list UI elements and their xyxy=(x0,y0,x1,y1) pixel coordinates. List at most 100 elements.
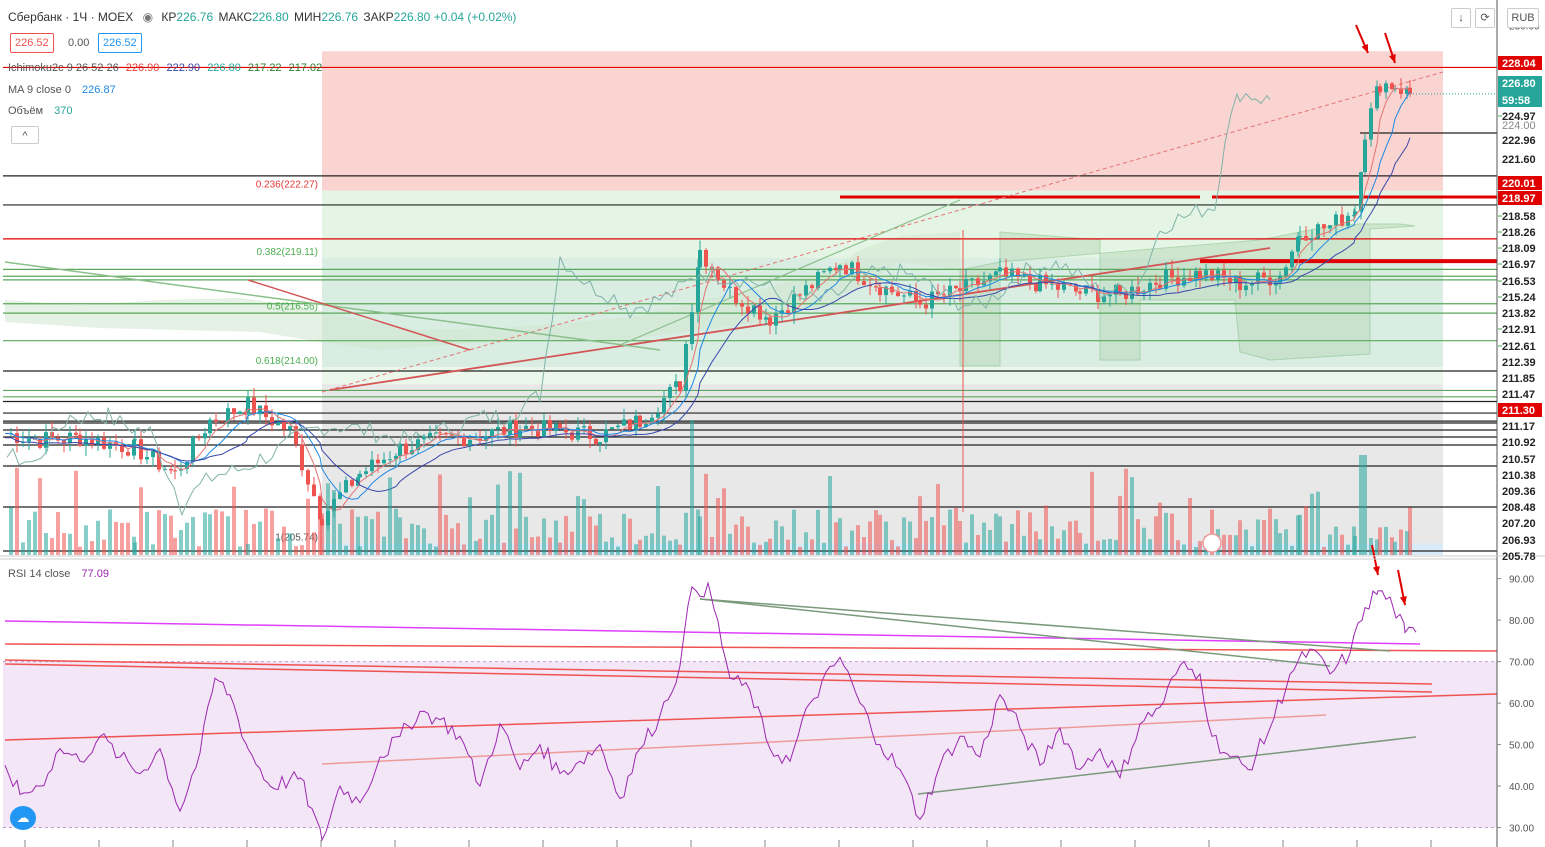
candle-body xyxy=(804,285,808,296)
candle-body xyxy=(816,271,820,289)
scroll-down-button[interactable]: ↓ xyxy=(1451,8,1471,28)
candle-body xyxy=(716,269,720,281)
candle-body xyxy=(232,408,236,414)
candle-body xyxy=(1062,284,1066,290)
candle-body xyxy=(338,492,342,499)
annotation-arrow-1-head xyxy=(1361,44,1368,53)
volume-bar xyxy=(662,535,666,555)
volume-bar xyxy=(698,516,702,555)
price-label-216.97: 216.97 xyxy=(1498,259,1536,271)
eye-icon[interactable]: ◉ xyxy=(142,10,154,24)
price-label-text: 206.93 xyxy=(1502,535,1536,547)
price-label-212.61: 212.61 xyxy=(1498,341,1536,353)
annotation-arrow-2 xyxy=(1384,32,1396,64)
symbol-title[interactable]: Сбербанк · 1Ч · MOEX xyxy=(8,10,134,24)
event-marker xyxy=(1202,533,1222,553)
volume-bar xyxy=(638,539,642,555)
candle-body xyxy=(364,471,368,474)
price-label-text: 218.26 xyxy=(1502,227,1536,239)
price-label-210.57: 210.57 xyxy=(1502,454,1536,466)
reset-chart-button[interactable]: ⟳ xyxy=(1475,8,1495,28)
candle-body xyxy=(376,459,380,464)
candle-body xyxy=(1164,269,1168,289)
buy-price-box[interactable]: 226.52 xyxy=(98,33,142,53)
price-label-218.97: 218.97 xyxy=(1498,191,1542,205)
candle-body xyxy=(312,484,316,497)
ma-legend[interactable]: MA 9 close 0 226.87 xyxy=(8,84,116,96)
volume-bar xyxy=(1188,498,1192,555)
candle-body xyxy=(203,433,207,439)
price-label-212.91: 212.91 xyxy=(1498,324,1536,336)
volume-bar xyxy=(862,537,866,555)
volume-legend[interactable]: Объём 370 xyxy=(8,105,72,117)
candle-body xyxy=(1399,88,1403,94)
candle-body xyxy=(1353,211,1357,216)
fib-trend-dashed xyxy=(321,71,1444,393)
volume-bar xyxy=(1084,543,1088,555)
price-label-text: 211.47 xyxy=(1502,389,1535,401)
candle-body xyxy=(668,386,672,399)
price-label-209.36: 209.36 xyxy=(1502,486,1536,498)
collapse-legend-button[interactable]: ^ xyxy=(11,126,39,144)
price-label-220.01: 220.01 xyxy=(1498,176,1542,190)
candle-body xyxy=(428,432,432,437)
candle-body xyxy=(258,405,262,415)
volume-bar xyxy=(1096,540,1100,555)
candle-body xyxy=(856,262,860,282)
candle-body xyxy=(1378,86,1382,93)
volume-bar xyxy=(674,539,678,555)
currency-button[interactable]: RUB xyxy=(1507,8,1539,28)
candle-body xyxy=(530,425,534,430)
volume-bar xyxy=(1274,519,1278,555)
price-label-text: 205.78 xyxy=(1502,551,1536,563)
volume-bar xyxy=(220,511,224,555)
volume-bar xyxy=(1114,539,1118,555)
candle-body xyxy=(1390,83,1394,90)
candle-body xyxy=(908,291,912,296)
candle-body xyxy=(884,286,888,296)
price-label-text: 210.38 xyxy=(1502,470,1536,482)
volume-bar xyxy=(370,519,374,555)
candle-body xyxy=(1384,83,1388,93)
rsi-tick-70.00: 70.00 xyxy=(1509,658,1534,669)
volume-bar xyxy=(179,529,183,555)
volume-bar xyxy=(62,532,66,555)
candle-body xyxy=(1256,272,1260,283)
volume-bar xyxy=(508,471,512,555)
volume-bar xyxy=(1022,535,1026,555)
candle-body xyxy=(1340,214,1344,226)
candle-body xyxy=(914,291,918,301)
rsi-legend[interactable]: RSI 14 close 77.09 xyxy=(8,568,109,580)
volume-bar xyxy=(850,530,854,555)
volume-bar xyxy=(722,488,726,555)
volume-bar xyxy=(462,544,466,555)
volume-bar xyxy=(728,533,732,555)
volume-bar xyxy=(816,509,820,555)
price-label-218.09: 218.09 xyxy=(1498,243,1536,255)
volume-bar xyxy=(564,515,568,555)
volume-bar xyxy=(300,545,304,555)
volume-bar xyxy=(1369,537,1373,555)
volume-bar xyxy=(56,512,60,555)
volume-bar xyxy=(326,483,330,555)
candle-body xyxy=(896,292,900,297)
ichimoku-legend[interactable]: Ichimoku2c 9 26 52 26 226.90 222.90 226.… xyxy=(8,62,322,74)
sell-price-box[interactable]: 226.52 xyxy=(10,33,54,53)
volume-bar xyxy=(878,514,882,555)
volume-bar xyxy=(908,521,912,555)
volume-bar xyxy=(884,521,888,555)
rsi-trend-red-2 xyxy=(4,659,1433,685)
fib-label-1: 0.382(219.11) xyxy=(256,247,318,258)
candle-body xyxy=(964,279,968,292)
candle-body xyxy=(1346,215,1350,226)
candle-body xyxy=(930,291,934,309)
volume-bar xyxy=(1164,512,1168,555)
volume-bar xyxy=(958,521,962,555)
volume-bar xyxy=(1004,541,1008,555)
candle-body xyxy=(478,438,482,441)
candle-body xyxy=(300,444,304,471)
candle-body xyxy=(163,469,167,471)
candle-body xyxy=(1352,215,1356,217)
volume-bar xyxy=(434,546,438,555)
